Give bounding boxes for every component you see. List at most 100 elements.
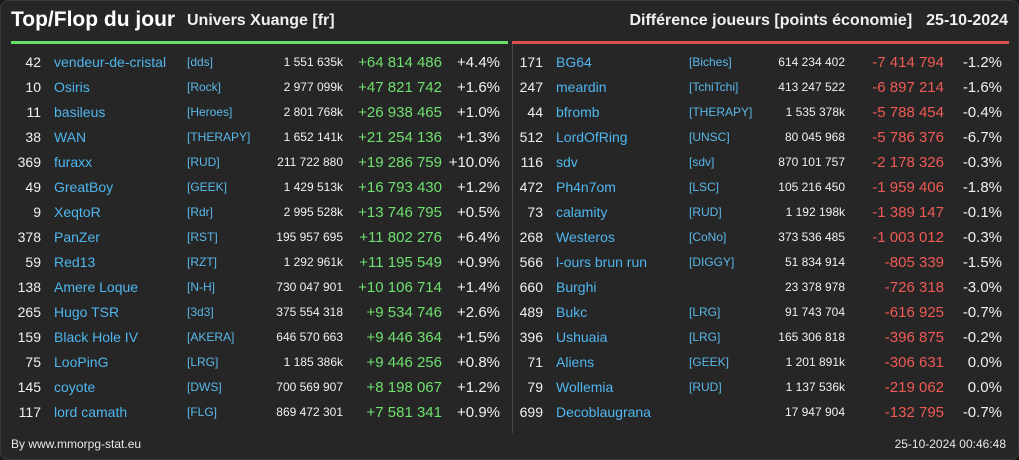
player-name-link[interactable]: Wollemia <box>556 379 614 395</box>
player-name-link[interactable]: Red13 <box>54 254 96 270</box>
player-name-link[interactable]: Ph4n7om <box>556 179 616 195</box>
player-pct: +0.8% <box>457 354 500 371</box>
player-guild-link[interactable]: [RUD] <box>689 205 722 219</box>
player-rank: 116 <box>520 154 543 170</box>
player-guild-link[interactable]: [GEEK] <box>689 355 730 369</box>
player-name-link[interactable]: PanZer <box>54 229 100 245</box>
page-title: Top/Flop du jour <box>11 8 176 31</box>
player-pct: +1.2% <box>457 379 500 396</box>
player-guild-link[interactable]: [Rdr] <box>187 205 214 219</box>
player-pct: 0.0% <box>967 354 1002 371</box>
player-row: 512 LordOfRing [UNSC] 80 045 968 -5 786 376 -… <box>513 125 1010 150</box>
player-rank: 9 <box>33 204 41 220</box>
player-row: 75 LooPinG [LRG] 1 185 386k +9 446 256 +0.8% <box>11 350 508 375</box>
player-guild-link[interactable]: [RUD] <box>689 380 722 394</box>
player-row: 49 GreatBoy [GEEK] 1 429 513k +16 793 430 +1.… <box>11 175 508 200</box>
player-row: 159 Black Hole IV [AKERA] 646 570 663 +9 446… <box>11 325 508 350</box>
player-row: 9 XeqtoR [Rdr] 2 995 528k +13 746 795 +0.5% <box>11 200 508 225</box>
player-guild-link[interactable]: [Rock] <box>187 80 222 94</box>
player-points: 1 429 513k <box>283 180 343 194</box>
player-name-link[interactable]: furaxx <box>54 154 93 170</box>
player-guild-link[interactable]: [N-H] <box>187 280 215 294</box>
player-guild-link[interactable]: [LRG] <box>689 305 721 319</box>
player-name-link[interactable]: bfromb <box>556 104 600 120</box>
player-guild-link[interactable]: [CoNo] <box>689 230 727 244</box>
player-rank: 49 <box>25 179 41 195</box>
player-name-link[interactable]: Black Hole IV <box>54 329 139 345</box>
player-points: 373 536 485 <box>778 230 845 244</box>
player-points: 1 535 378k <box>785 105 845 119</box>
player-name-link[interactable]: BG64 <box>556 54 592 70</box>
player-pct: +2.6% <box>457 304 500 321</box>
player-name-link[interactable]: Burghi <box>556 279 597 295</box>
player-pct: -1.5% <box>962 254 1002 271</box>
player-row: 396 Ushuaia [LRG] 165 306 818 -396 875 -0.2% <box>513 325 1010 350</box>
player-points: 195 957 695 <box>276 230 343 244</box>
player-guild-link[interactable]: [DIGGY] <box>689 255 735 269</box>
player-row: 73 calamity [RUD] 1 192 198k -1 389 147 -0.1% <box>513 200 1010 225</box>
flop-list: 171 BG64 [Biches] 614 234 402 -7 414 794 -1.2… <box>512 44 1010 433</box>
ranking-type-title: Différence joueurs [points économie] 25-1… <box>629 12 1008 30</box>
player-diff: +16 793 430 <box>358 179 442 196</box>
player-guild-link[interactable]: [TchiTchi] <box>689 80 739 94</box>
player-guild-link[interactable]: [Biches] <box>689 55 732 69</box>
footer-timestamp: 25-10-2024 00:46:48 <box>894 437 1006 451</box>
player-guild-link[interactable]: [DWS] <box>187 380 222 394</box>
player-guild-link[interactable]: [AKERA] <box>187 330 235 344</box>
player-points: 870 101 757 <box>778 155 845 169</box>
player-rank: 369 <box>17 154 41 170</box>
player-rank: 73 <box>527 204 543 220</box>
player-row: 138 Amere Loque [N-H] 730 047 901 +10 106 71… <box>11 275 508 300</box>
flop-panel-bar <box>512 41 1009 44</box>
player-name-link[interactable]: sdv <box>556 154 578 170</box>
player-guild-link[interactable]: [THERAPY] <box>187 130 251 144</box>
player-diff: +21 254 136 <box>358 129 442 146</box>
player-guild-link[interactable]: [dds] <box>187 55 214 69</box>
player-rank: 699 <box>519 404 543 420</box>
player-diff: +8 198 067 <box>366 379 443 396</box>
player-diff: +19 286 759 <box>358 154 442 171</box>
player-name-link[interactable]: Decoblaugrana <box>556 404 651 420</box>
player-guild-link[interactable]: [RST] <box>187 230 218 244</box>
player-name-link[interactable]: vendeur-de-cristal <box>54 54 167 70</box>
player-name-link[interactable]: coyote <box>54 379 96 395</box>
player-name-link[interactable]: Aliens <box>556 354 595 370</box>
player-name-link[interactable]: calamity <box>556 204 608 220</box>
player-rank: 42 <box>25 54 41 70</box>
player-guild-link[interactable]: [UNSC] <box>689 130 730 144</box>
player-guild-link[interactable]: [THERAPY] <box>689 105 753 119</box>
player-name-link[interactable]: lord camath <box>54 404 128 420</box>
player-guild-link[interactable]: [GEEK] <box>187 180 228 194</box>
player-name-link[interactable]: Westeros <box>556 229 615 245</box>
player-name-link[interactable]: LordOfRing <box>556 129 628 145</box>
player-name-link[interactable]: XeqtoR <box>54 204 101 220</box>
player-name-link[interactable]: Ushuaia <box>556 329 608 345</box>
player-guild-link[interactable]: [LRG] <box>689 330 721 344</box>
player-row: 42 vendeur-de-cristal [dds] 1 551 635k +64 8… <box>11 50 508 75</box>
player-pct: -6.7% <box>962 129 1002 146</box>
player-name-link[interactable]: Hugo TSR <box>54 304 120 320</box>
player-guild-link[interactable]: [FLG] <box>187 405 218 419</box>
player-name-link[interactable]: GreatBoy <box>54 179 114 195</box>
player-name-link[interactable]: LooPinG <box>54 354 109 370</box>
player-name-link[interactable]: Osiris <box>54 79 90 95</box>
player-points: 1 551 635k <box>283 55 343 69</box>
player-guild-link[interactable]: [RUD] <box>187 155 220 169</box>
player-guild-link[interactable]: [LSC] <box>689 180 720 194</box>
player-pct: -1.6% <box>962 79 1002 96</box>
player-rank: 512 <box>519 129 543 145</box>
player-pct: +0.9% <box>457 404 500 421</box>
player-guild-link[interactable]: [RZT] <box>187 255 217 269</box>
player-name-link[interactable]: Amere Loque <box>54 279 139 295</box>
player-name-link[interactable]: WAN <box>54 129 87 145</box>
player-guild-link[interactable]: [Heroes] <box>187 105 233 119</box>
player-name-link[interactable]: Bukc <box>556 304 588 320</box>
player-guild-link[interactable]: [LRG] <box>187 355 219 369</box>
player-guild-link[interactable]: [3d3] <box>187 305 214 319</box>
ranking-type-label: Différence joueurs [points économie] <box>629 12 913 29</box>
player-name-link[interactable]: meardin <box>556 79 607 95</box>
player-diff: -1 003 012 <box>872 229 944 246</box>
player-guild-link[interactable]: [sdv] <box>689 155 715 169</box>
player-name-link[interactable]: basileus <box>54 104 106 120</box>
player-name-link[interactable]: l-ours brun run <box>556 254 648 270</box>
